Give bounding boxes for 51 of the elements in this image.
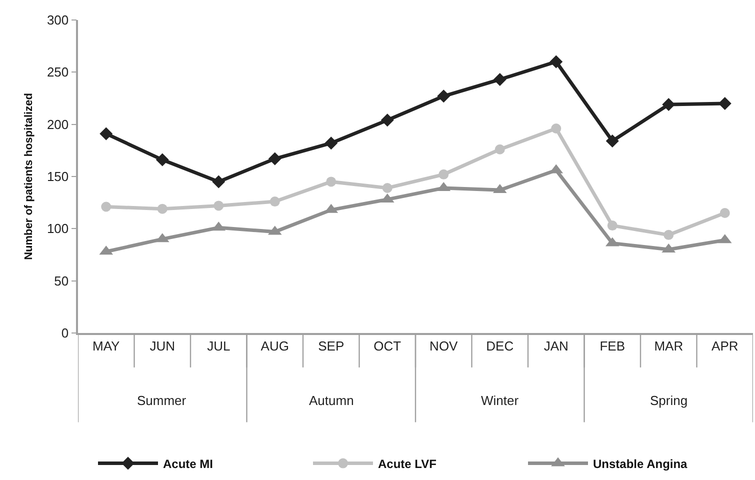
legend-label: Acute MI xyxy=(163,456,214,471)
x-tick-label: FEB xyxy=(600,338,626,354)
point xyxy=(494,144,505,154)
x-tick-label: APR xyxy=(712,338,738,354)
point xyxy=(268,152,282,166)
point xyxy=(100,127,113,140)
point xyxy=(550,55,563,68)
legend-label: Acute LVF xyxy=(378,456,436,471)
point xyxy=(662,98,676,112)
point xyxy=(382,182,392,193)
x-tick-label: NOV xyxy=(430,338,458,354)
point xyxy=(437,90,450,103)
point xyxy=(664,230,674,240)
y-tick-label: 300 xyxy=(46,12,69,28)
text: Summer xyxy=(137,393,187,408)
point xyxy=(493,72,506,86)
y-tick-label: 50 xyxy=(54,273,69,288)
x-tick-label: SEP xyxy=(318,338,344,354)
x-tick-label: MAY xyxy=(92,338,120,354)
point xyxy=(718,96,732,110)
x-tick-label: OCT xyxy=(374,338,402,354)
x-tick-label: AUG xyxy=(260,338,289,354)
y-tick-label: 0 xyxy=(61,326,69,341)
x-tick-label: DEC xyxy=(486,338,514,354)
point xyxy=(438,169,449,180)
x-tick-label: JUN xyxy=(150,338,176,354)
x-tick-label: MAR xyxy=(654,338,684,354)
text: Spring xyxy=(650,393,688,408)
point xyxy=(380,114,394,127)
point xyxy=(607,220,618,231)
y-tick-label: 100 xyxy=(46,221,69,236)
point xyxy=(156,153,169,166)
x-tick-label: JUL xyxy=(207,338,230,354)
x-tick-label: JAN xyxy=(544,338,568,354)
y-tick-label: 200 xyxy=(46,116,69,132)
point xyxy=(157,204,168,214)
point xyxy=(606,134,619,148)
point xyxy=(270,196,280,207)
y-tick-label: 150 xyxy=(46,169,69,184)
point xyxy=(214,200,224,211)
y-tick-label: 250 xyxy=(46,64,69,80)
point xyxy=(720,208,730,218)
text: Winter xyxy=(481,393,520,408)
point xyxy=(324,136,338,150)
point xyxy=(101,202,112,212)
y-axis-title: Number of patients hospitalized xyxy=(23,93,36,260)
legend-label: Unstable Angina xyxy=(593,456,688,471)
point xyxy=(326,176,336,187)
point xyxy=(212,175,226,188)
point xyxy=(551,124,562,134)
text: Autumn xyxy=(309,393,354,408)
